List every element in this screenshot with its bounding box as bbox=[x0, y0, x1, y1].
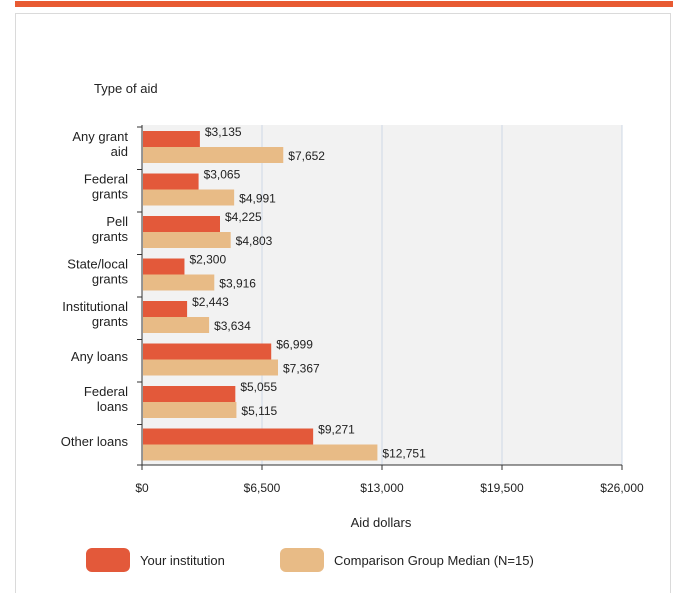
x-tick-label: $0 bbox=[135, 481, 149, 495]
bar-comparison-median bbox=[143, 232, 231, 248]
bar-your-institution bbox=[143, 216, 220, 232]
category-label: Other loans bbox=[61, 434, 129, 449]
bar-value-label: $3,916 bbox=[219, 277, 256, 291]
top-accent-rule bbox=[15, 1, 673, 7]
legend-swatch bbox=[280, 548, 324, 572]
bar-value-label: $3,135 bbox=[205, 125, 242, 139]
category-label: Any grant bbox=[72, 129, 128, 144]
bar-your-institution bbox=[143, 428, 314, 445]
category-label: State/local bbox=[67, 256, 128, 271]
legend-label: Comparison Group Median (N=15) bbox=[334, 553, 534, 568]
legend: Your institution Comparison Group Median … bbox=[86, 548, 534, 572]
bar-value-label: $5,055 bbox=[240, 380, 277, 394]
bar-value-label: $5,115 bbox=[241, 404, 277, 418]
bar-your-institution bbox=[143, 301, 188, 317]
bars: $3,135 $7,652 $3,065 $4,991 $4,225 $4,803 $2,3… bbox=[143, 125, 426, 461]
category-label: Any loans bbox=[71, 349, 129, 364]
category-label: Federal bbox=[84, 171, 128, 186]
category-label: aid bbox=[111, 144, 128, 159]
bar-your-institution bbox=[143, 343, 272, 360]
category-label: loans bbox=[97, 399, 129, 414]
bar-chart: Type of aid Any grantaidFederalgrantsPel… bbox=[61, 81, 644, 572]
x-axis-ticks: $0 $6,500 $13,000 $19,500 $26,000 bbox=[135, 465, 644, 495]
bar-comparison-median bbox=[143, 359, 279, 376]
category-label: Pell bbox=[106, 214, 128, 229]
category-labels: Any grantaidFederalgrantsPellgrantsState… bbox=[61, 126, 142, 466]
category-label: grants bbox=[92, 314, 129, 329]
bar-comparison-median bbox=[143, 402, 237, 418]
bar-value-label: $3,065 bbox=[204, 168, 241, 182]
bar-value-label: $6,999 bbox=[276, 338, 313, 352]
bar-comparison-median bbox=[143, 147, 284, 163]
bar-value-label: $2,443 bbox=[192, 295, 229, 309]
x-tick-label: $13,000 bbox=[360, 481, 404, 495]
x-tick-label: $26,000 bbox=[600, 481, 644, 495]
bar-value-label: $2,300 bbox=[189, 253, 226, 267]
legend-label: Your institution bbox=[140, 553, 225, 568]
chart-title: Type of aid bbox=[94, 81, 158, 96]
bar-your-institution bbox=[143, 386, 236, 402]
bar-value-label: $3,634 bbox=[214, 319, 251, 333]
bar-comparison-median bbox=[143, 444, 378, 461]
bar-value-label: $7,367 bbox=[283, 362, 320, 376]
bar-comparison-median bbox=[143, 189, 235, 206]
bar-value-label: $7,652 bbox=[288, 149, 325, 163]
x-axis-title: Aid dollars bbox=[351, 515, 412, 530]
x-tick-label: $19,500 bbox=[480, 481, 524, 495]
bar-value-label: $4,803 bbox=[236, 234, 273, 248]
bar-value-label: $4,225 bbox=[225, 210, 262, 224]
bar-your-institution bbox=[143, 173, 199, 190]
category-label: Institutional bbox=[62, 299, 128, 314]
bar-comparison-median bbox=[143, 317, 210, 333]
category-label: grants bbox=[92, 271, 129, 286]
bar-your-institution bbox=[143, 131, 200, 147]
bar-value-label: $4,991 bbox=[239, 192, 276, 206]
category-label: grants bbox=[92, 186, 129, 201]
category-label: grants bbox=[92, 229, 129, 244]
bar-your-institution bbox=[143, 258, 185, 275]
legend-swatch bbox=[86, 548, 130, 572]
category-label: Federal bbox=[84, 384, 128, 399]
bar-value-label: $12,751 bbox=[382, 447, 426, 461]
bar-value-label: $9,271 bbox=[318, 423, 355, 437]
bar-comparison-median bbox=[143, 274, 215, 291]
x-tick-label: $6,500 bbox=[244, 481, 281, 495]
